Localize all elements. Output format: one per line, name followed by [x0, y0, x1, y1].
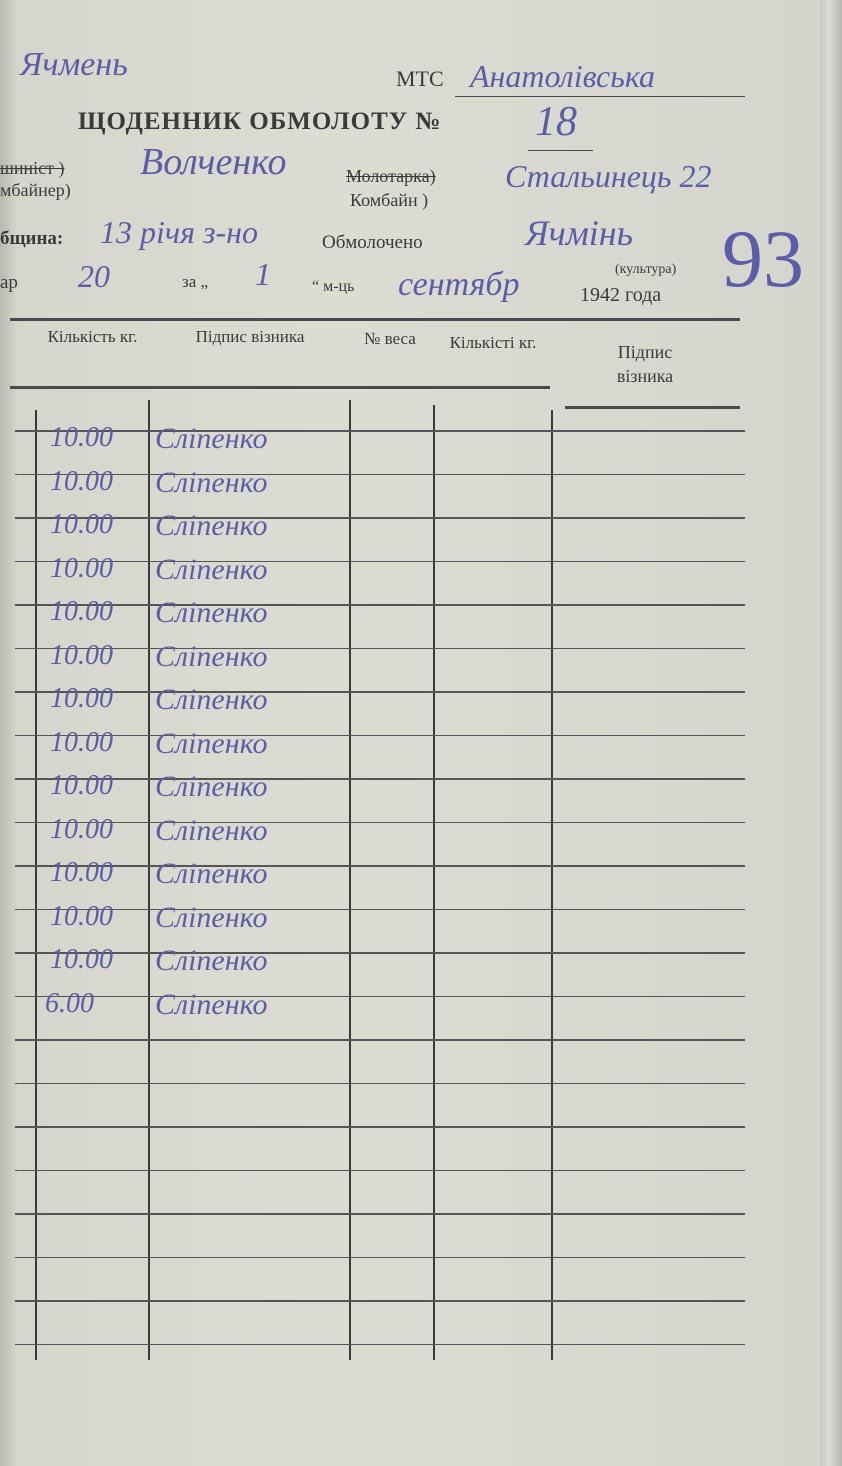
- row-line: [15, 473, 745, 475]
- next-page-edge: [820, 0, 842, 1466]
- column-divider: [551, 410, 553, 1360]
- row-qty: 10.00: [50, 422, 113, 453]
- row-line: [15, 734, 745, 736]
- row-line: [15, 1213, 745, 1215]
- day-value: 1: [255, 256, 271, 292]
- row-signature: Сліпенко: [155, 857, 268, 890]
- header-rule: [10, 318, 740, 321]
- qty-value: 20: [78, 258, 110, 294]
- row-qty: 10.00: [50, 944, 113, 975]
- row-signature: Сліпенко: [155, 596, 268, 629]
- row-line: [15, 1256, 745, 1258]
- row-line: [15, 1169, 745, 1171]
- page-title: ЩОДЕННИК ОБМОЛОТУ №: [78, 108, 442, 135]
- row-qty: 10.00: [50, 552, 113, 584]
- row-signature: Сліпенко: [155, 987, 268, 1021]
- month-value: сентябр: [398, 266, 520, 303]
- row-line: [15, 952, 745, 954]
- row-line: [15, 517, 745, 519]
- row-line: [15, 1039, 745, 1041]
- operator-value: Волченко: [140, 141, 287, 183]
- month-label: “ м-ць: [312, 278, 355, 295]
- col-header-qty-1: Кількість кг.: [47, 327, 138, 346]
- row-qty: 10.00: [50, 639, 113, 671]
- machine-label-1: Молотарка): [346, 166, 436, 186]
- operator-label-1: шиніст ): [0, 158, 65, 178]
- row-line: [15, 691, 745, 693]
- threshed-value: Ячмінь: [525, 213, 634, 253]
- row-qty: 10.00: [50, 813, 113, 845]
- row-qty: 10.00: [50, 857, 113, 888]
- community-label: бщина:: [0, 228, 64, 249]
- row-line: [15, 647, 745, 649]
- row-line: [15, 821, 745, 823]
- operator-label-2: мбайнер): [0, 180, 71, 200]
- row-line: [15, 908, 745, 910]
- row-signature: Сліпенко: [155, 639, 268, 673]
- machine-value: Стальинець 22: [505, 158, 712, 194]
- corner-note: Ячмень: [20, 46, 128, 83]
- big-number: 93: [722, 213, 804, 304]
- row-line: [15, 1300, 745, 1302]
- for-label: за „: [182, 272, 209, 291]
- col-header-signature-1: Підпис візника: [195, 327, 305, 346]
- col-header-weight-no: № веса: [364, 329, 416, 348]
- column-divider: [35, 410, 37, 1360]
- row-signature: Сліпенко: [155, 813, 268, 847]
- row-line: [15, 865, 745, 867]
- culture-caption: (культура): [615, 262, 677, 277]
- mts-label: МТС: [396, 66, 444, 91]
- row-line: [15, 560, 745, 562]
- row-signature: Сліпенко: [155, 726, 268, 760]
- header-bottom-rule: [10, 386, 550, 389]
- row-signature: Сліпенко: [155, 422, 268, 455]
- qty-prefix: ар: [0, 272, 18, 293]
- row-line: [15, 604, 745, 606]
- row-signature: Сліпенко: [155, 509, 268, 542]
- number-underline: [528, 150, 593, 151]
- row-signature: Сліпенко: [155, 944, 268, 977]
- row-signature: Сліпенко: [155, 770, 268, 803]
- mts-underline: [455, 96, 745, 97]
- machine-label-2: Комбайн ): [350, 190, 429, 210]
- mts-value: Анатолівська: [470, 58, 655, 94]
- row-line: [15, 995, 745, 997]
- row-line: [15, 1082, 745, 1084]
- column-divider: [433, 405, 435, 1360]
- row-qty: 10.00: [50, 900, 113, 932]
- row-qty: 10.00: [50, 596, 113, 627]
- document-page: Ячмень МТС Анатолівська ЩОДЕННИК ОБМОЛОТ…: [0, 0, 820, 1466]
- column-divider: [148, 400, 150, 1360]
- row-signature: Сліпенко: [155, 683, 268, 716]
- col-header-signature-2: Підпис візника: [616, 342, 674, 386]
- diary-number: 18: [535, 99, 577, 145]
- row-qty: 10.00: [50, 726, 113, 758]
- row-qty: 6.00: [45, 987, 94, 1019]
- row-qty: 10.00: [50, 465, 113, 497]
- column-divider: [349, 400, 351, 1360]
- col-header-qty-2: Кількісті кг.: [449, 333, 537, 352]
- header-bottom-rule-right: [565, 406, 740, 409]
- row-signature: Сліпенко: [155, 465, 268, 499]
- row-line: [15, 778, 745, 780]
- row-line: [15, 1343, 745, 1345]
- row-line: [15, 430, 745, 432]
- row-signature: Сліпенко: [155, 900, 268, 934]
- row-qty: 10.00: [50, 509, 113, 540]
- row-qty: 10.00: [50, 770, 113, 801]
- row-line: [15, 1126, 745, 1128]
- threshed-label: Обмолочено: [322, 232, 423, 253]
- community-value: 13 річя з-но: [100, 214, 259, 250]
- row-signature: Сліпенко: [155, 552, 268, 586]
- year-label: 1942 года: [580, 284, 662, 306]
- row-qty: 10.00: [50, 683, 113, 714]
